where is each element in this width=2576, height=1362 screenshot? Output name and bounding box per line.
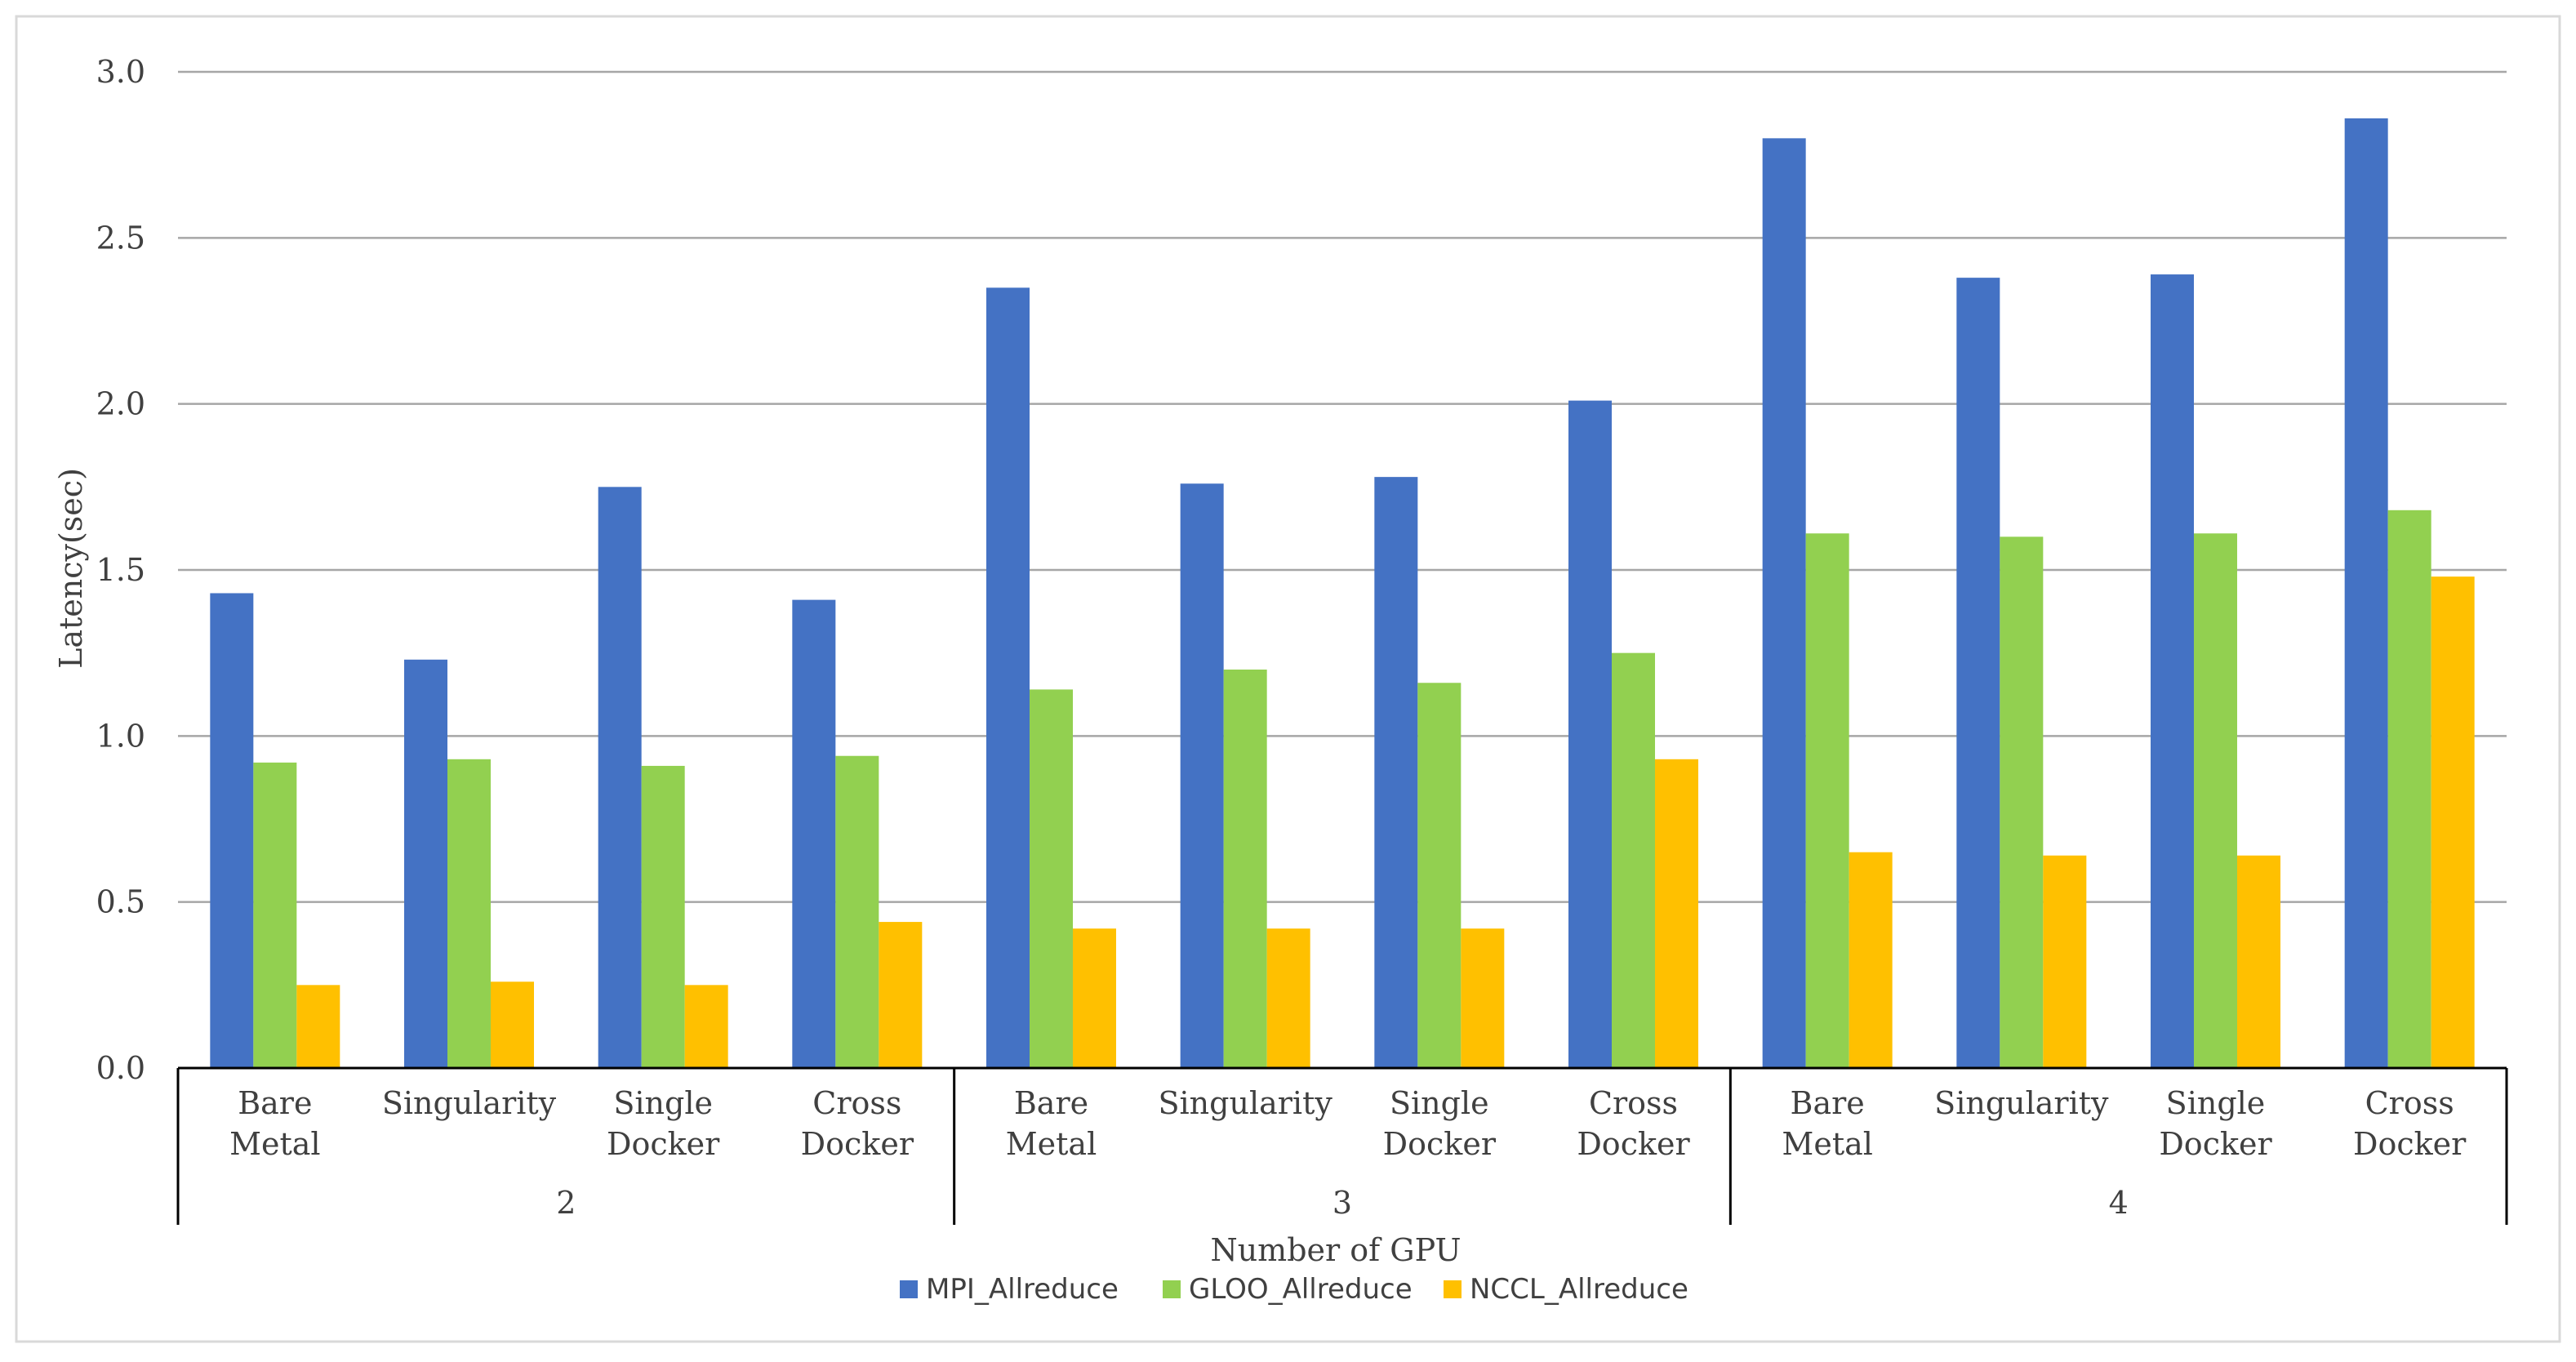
bar-mpi-allreduce — [792, 599, 836, 1068]
group-label: 4 — [2109, 1185, 2129, 1221]
bar-nccl-allreduce — [491, 981, 534, 1068]
bar-nccl-allreduce — [2043, 855, 2087, 1068]
x-tick-label: Docker — [1383, 1126, 1497, 1162]
group-label: 3 — [1332, 1185, 1352, 1221]
legend-swatch — [1444, 1280, 1462, 1298]
y-tick-label: 1.0 — [96, 718, 145, 754]
x-tick-label: Singularity — [382, 1085, 557, 1121]
x-axis: Bare Metal Singularity Single Docker Cross Doc… — [176, 1066, 2508, 1225]
bar-mpi-allreduce — [2344, 118, 2388, 1068]
bar-gloo-allreduce — [1417, 683, 1462, 1068]
bar-nccl-allreduce — [879, 922, 923, 1068]
group-label: 2 — [556, 1185, 576, 1221]
y-tick-label: 2.0 — [96, 386, 145, 422]
bar-gloo-allreduce — [447, 759, 491, 1068]
x-tick-label: Docker — [1577, 1126, 1690, 1162]
bar-nccl-allreduce — [1073, 928, 1116, 1068]
y-tick-label: 2.5 — [96, 220, 145, 256]
legend-label: MPI_Allreduce — [926, 1273, 1119, 1306]
y-tick-label: 1.5 — [96, 552, 145, 588]
x-tick-label: Cross — [2365, 1085, 2454, 1121]
x-tick-label: Bare — [1014, 1085, 1088, 1121]
x-tick-label: Metal — [229, 1126, 320, 1162]
x-tick-label: Metal — [1782, 1126, 1872, 1162]
y-axis-label: Latency(sec) — [53, 468, 89, 669]
x-tick-label: Bare — [1791, 1085, 1865, 1121]
x-tick-label: Singularity — [1934, 1085, 2109, 1121]
bar-nccl-allreduce — [1849, 852, 1893, 1068]
x-tick-label: Single — [613, 1085, 713, 1121]
legend-label: GLOO_Allreduce — [1189, 1273, 1413, 1306]
bar-gloo-allreduce — [2194, 533, 2237, 1068]
x-tick-label: Single — [2166, 1085, 2266, 1121]
x-tick-label: Docker — [607, 1126, 720, 1162]
bar-mpi-allreduce — [986, 287, 1030, 1068]
bars — [210, 118, 2475, 1069]
legend-swatch — [1163, 1280, 1181, 1298]
bar-gloo-allreduce — [1612, 652, 1655, 1068]
bar-nccl-allreduce — [1655, 759, 1698, 1068]
bar-gloo-allreduce — [1030, 689, 1073, 1068]
x-tick-label: Bare — [238, 1085, 312, 1121]
bar-mpi-allreduce — [404, 659, 447, 1068]
x-tick-label: Metal — [1006, 1126, 1097, 1162]
bar-gloo-allreduce — [641, 765, 685, 1068]
bar-nccl-allreduce — [2237, 855, 2280, 1068]
bar-mpi-allreduce — [1956, 278, 2000, 1069]
bar-gloo-allreduce — [2387, 510, 2431, 1068]
bar-gloo-allreduce — [253, 762, 297, 1068]
bar-mpi-allreduce — [1568, 400, 1612, 1069]
bar-gloo-allreduce — [1223, 670, 1267, 1068]
bar-nccl-allreduce — [296, 985, 340, 1068]
bar-nccl-allreduce — [684, 985, 728, 1068]
bar-mpi-allreduce — [1762, 138, 1806, 1068]
bar-mpi-allreduce — [210, 593, 254, 1068]
legend-swatch — [900, 1280, 918, 1298]
bar-mpi-allreduce — [1180, 483, 1224, 1068]
bar-gloo-allreduce — [835, 755, 879, 1068]
bar-mpi-allreduce — [2151, 274, 2194, 1069]
bar-gloo-allreduce — [2000, 536, 2044, 1068]
x-tick-label: Single — [1390, 1085, 1489, 1121]
bar-gloo-allreduce — [1805, 533, 1849, 1068]
x-tick-label: Cross — [1589, 1085, 1678, 1121]
bar-mpi-allreduce — [598, 487, 642, 1068]
x-tick-label: Docker — [2159, 1126, 2272, 1162]
y-tick-label: 3.0 — [96, 54, 145, 90]
bar-nccl-allreduce — [1266, 928, 1310, 1068]
x-tick-label: Cross — [812, 1085, 901, 1121]
x-tick-label: Singularity — [1159, 1085, 1333, 1121]
bar-nccl-allreduce — [1461, 928, 1505, 1068]
gridlines — [178, 70, 2507, 903]
bar-mpi-allreduce — [1374, 477, 1418, 1068]
legend-label: NCCL_Allreduce — [1470, 1273, 1688, 1306]
y-tick-label: 0.5 — [96, 884, 145, 920]
x-tick-label: Docker — [2353, 1126, 2467, 1162]
y-axis-ticks: 0.0 0.5 1.0 1.5 2.0 2.5 3.0 — [96, 54, 145, 1086]
x-axis-label: Number of GPU — [1210, 1232, 1461, 1268]
y-tick-label: 0.0 — [96, 1050, 145, 1086]
x-tick-label: Docker — [801, 1126, 914, 1162]
legend: MPI_Allreduce GLOO_Allreduce NCCL_Allreduc… — [900, 1273, 1688, 1306]
bar-nccl-allreduce — [2431, 576, 2475, 1068]
